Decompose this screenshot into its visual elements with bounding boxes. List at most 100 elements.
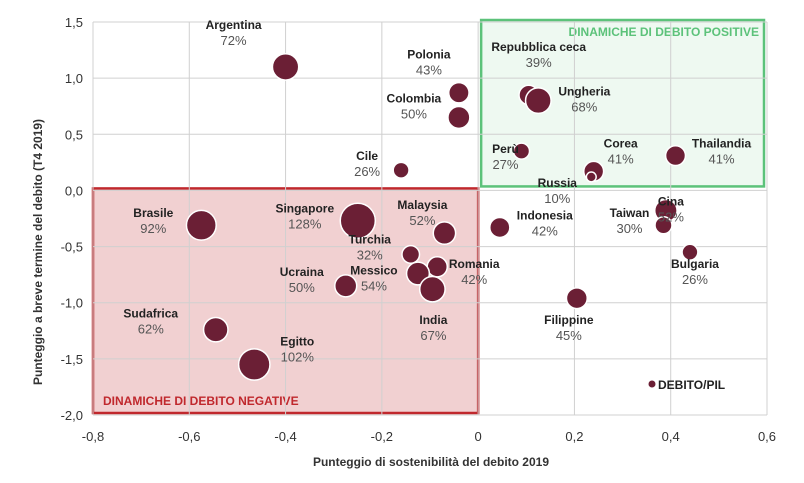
label-pct-turchia: 32% (357, 247, 383, 262)
label-pct-sudafrica: 62% (138, 322, 164, 337)
bubble-filippine (565, 287, 588, 310)
label-pct-messico: 54% (361, 279, 387, 294)
bubble-colombia (447, 105, 471, 130)
bubbles-layer (185, 53, 699, 381)
bubble-romania (426, 255, 449, 278)
label-name-cile: Cile (356, 149, 378, 163)
label-pct-russia: 10% (544, 191, 570, 206)
label-pct-singapore: 128% (288, 217, 322, 232)
y-axis-title: Punteggio a breve termine del debito (T4… (31, 119, 45, 385)
y-tick-label: -0,5 (61, 240, 83, 255)
label-pct-indonesia: 42% (532, 223, 558, 238)
bubble-bulgaria (681, 243, 699, 261)
bubble-turchia (401, 244, 421, 264)
label-name-indonesia: Indonesia (517, 208, 573, 222)
x-axis-title: Punteggio di sostenibilità del debito 20… (313, 455, 549, 469)
label-name-repubblica-ceca: Repubblica ceca (491, 40, 586, 54)
x-tick-label: 0 (475, 429, 482, 444)
label-pct-corea: 41% (608, 151, 634, 166)
label-name-filippine: Filippine (544, 313, 594, 327)
label-pct-bulgaria: 26% (682, 272, 708, 287)
label-name-ucraina: Ucraina (280, 265, 324, 279)
label-pct-thailandia: 41% (709, 152, 735, 167)
size-legend: DEBITO/PIL (648, 378, 725, 392)
label-pct-ungheria: 68% (571, 100, 597, 115)
point-labels: Argentina72%Polonia43%Colombia50%Cile26%… (123, 18, 751, 365)
bubble-india (418, 275, 446, 303)
label-pct-brasile: 92% (140, 221, 166, 236)
y-tick-label: -2,0 (61, 408, 83, 423)
label-pct-taiwan: 30% (616, 221, 642, 236)
label-name-malaysia: Malaysia (397, 198, 447, 212)
bubble-polonia (447, 81, 470, 104)
label-name-egitto: Egitto (280, 334, 314, 348)
bubble-indonesia (489, 216, 511, 239)
label-name-brasile: Brasile (133, 206, 173, 220)
y-tick-label: 1,5 (65, 15, 83, 30)
zone-title-positive: DINAMICHE DI DEBITO POSITIVE (569, 25, 759, 39)
x-tick-label: -0,4 (274, 429, 296, 444)
label-name-romania: Romania (449, 257, 500, 271)
label-name-ungheria: Ungheria (558, 85, 610, 99)
label-pct-malaysia: 52% (409, 213, 435, 228)
label-name-argentina: Argentina (206, 18, 262, 32)
bubble-argentina (271, 53, 300, 81)
label-name-corea: Corea (604, 136, 638, 150)
x-tick-label: -0,2 (371, 429, 393, 444)
label-pct-argentina: 72% (221, 33, 247, 48)
y-tick-label: -1,5 (61, 352, 83, 367)
y-tick-label: 0,5 (65, 127, 83, 142)
label-pct-repubblica-ceca: 39% (526, 55, 552, 70)
label-pct-romania: 42% (461, 272, 487, 287)
label-name-bulgaria: Bulgaria (671, 257, 719, 271)
bubble-ucraina (334, 274, 358, 298)
label-name-russia: Russia (538, 176, 578, 190)
label-name-turchia: Turchia (349, 232, 392, 246)
bubble-singapore (339, 202, 377, 240)
y-tick-label: -1,0 (61, 296, 83, 311)
axis-ticks: 1,5 1,0 0,5 0,0 -0,5 -1,0 -1,5 -2,0 -0,8 -0,6 -0,4… (61, 15, 776, 444)
y-tick-label: 1,0 (65, 71, 83, 86)
label-pct-cile: 26% (354, 164, 380, 179)
label-pct-india: 67% (420, 328, 446, 343)
zone-title-negative: DINAMICHE DI DEBITO NEGATIVE (103, 394, 299, 408)
label-name-sudafrica: Sudafrica (123, 307, 178, 321)
label-pct-filippine: 45% (556, 328, 582, 343)
bubble-thailandia (664, 144, 687, 167)
label-name-singapore: Singapore (275, 202, 334, 216)
bubble-sudafrica (202, 316, 229, 343)
bubble-brasile (185, 209, 217, 241)
x-tick-label: 0,6 (758, 429, 776, 444)
bubble-taiwan (654, 215, 673, 235)
label-pct-colombia: 50% (401, 106, 427, 121)
x-tick-label: -0,8 (82, 429, 104, 444)
legend-bubble (648, 380, 656, 388)
x-tick-label: 0,4 (662, 429, 680, 444)
bubble-russia (585, 171, 597, 183)
label-name-taiwan: Taiwan (610, 206, 650, 220)
label-name-colombia: Colombia (387, 91, 442, 105)
x-tick-label: 0,2 (565, 429, 583, 444)
label-name-thailandia: Thailandia (692, 137, 752, 151)
label-name-per-: Perù (492, 142, 519, 156)
label-name-polonia: Polonia (407, 48, 451, 62)
bubble-ungheria (524, 87, 552, 115)
bubble-per- (512, 142, 531, 160)
y-tick-label: 0,0 (65, 183, 83, 198)
label-pct-egitto: 102% (281, 349, 315, 364)
gridlines (92, 21, 768, 416)
bubble-egitto (237, 348, 271, 381)
label-pct-cina: 52% (658, 210, 684, 225)
label-name-messico: Messico (350, 264, 397, 278)
bubble-cile (392, 161, 410, 179)
label-pct-polonia: 43% (416, 63, 442, 78)
x-tick-label: -0,6 (178, 429, 200, 444)
label-pct-per-: 27% (492, 157, 518, 172)
legend-label: DEBITO/PIL (658, 378, 725, 392)
label-name-cina: Cina (658, 195, 684, 209)
label-name-india: India (419, 313, 447, 327)
zones-layer: DINAMICHE DI DEBITO POSITIVE DINAMICHE DI… (91, 18, 766, 415)
label-pct-ucraina: 50% (289, 280, 315, 295)
bubble-malaysia (432, 221, 457, 246)
